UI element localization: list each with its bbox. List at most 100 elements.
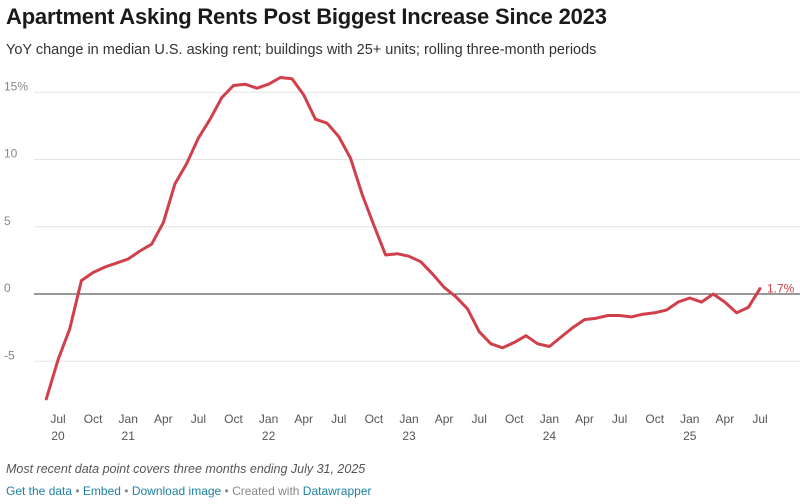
data-labels: 1.7% [767, 282, 795, 296]
data-point [209, 118, 212, 121]
data-point [302, 94, 305, 97]
data-point [361, 193, 364, 196]
data-point [536, 342, 539, 345]
chart-note: Most recent data point covers three mont… [6, 462, 366, 476]
data-point [724, 301, 727, 304]
x-tick-year-label: 22 [262, 429, 276, 443]
y-tick-label: 15% [4, 79, 28, 93]
data-point [571, 326, 574, 329]
data-point [431, 272, 434, 275]
data-point [244, 83, 247, 86]
data-point [314, 118, 317, 121]
data-point [759, 287, 762, 290]
y-tick-label: 5 [4, 214, 11, 228]
data-point [548, 345, 551, 348]
x-tick-label: Oct [224, 412, 243, 426]
data-point [139, 250, 142, 253]
footer-created-with: • Created with [221, 484, 303, 498]
x-tick-label: Jan [540, 412, 559, 426]
x-tick-label: Apr [716, 412, 735, 426]
data-point [490, 342, 493, 345]
data-point [653, 311, 656, 314]
data-point [349, 157, 352, 160]
data-point [150, 243, 153, 246]
x-tick-label: Jan [259, 412, 278, 426]
data-point [712, 293, 715, 296]
datawrapper-link[interactable]: Datawrapper [302, 484, 372, 498]
data-point [174, 182, 177, 185]
data-point [115, 262, 118, 265]
series-layer [44, 76, 762, 401]
footer-separator: • [72, 484, 83, 498]
data-point [80, 279, 83, 282]
end-value-label: 1.7% [767, 282, 795, 296]
data-point [256, 87, 259, 90]
data-point [57, 359, 60, 362]
x-tick-label: Jul [191, 412, 206, 426]
data-point [501, 346, 504, 349]
x-tick-label: Jul [612, 412, 627, 426]
data-point [127, 258, 130, 261]
data-point [618, 314, 621, 317]
data-point [665, 309, 668, 312]
data-point [279, 76, 282, 79]
data-point [68, 328, 71, 331]
chart-footer: Get the data • Embed • Download image • … [6, 484, 372, 498]
y-tick-label: -5 [4, 348, 15, 362]
data-point [326, 122, 329, 125]
data-point [478, 330, 481, 333]
gridlines [34, 91, 800, 362]
x-tick-year-label: 21 [122, 429, 136, 443]
data-point [103, 266, 106, 269]
x-tick-year-label: 20 [51, 429, 65, 443]
x-tick-label: Jul [331, 412, 346, 426]
x-tick-year-label: 25 [683, 429, 697, 443]
data-point [454, 295, 457, 298]
chart-subtitle: YoY change in median U.S. asking rent; b… [6, 42, 597, 58]
data-point [45, 398, 48, 401]
data-point [384, 254, 387, 257]
data-point [92, 271, 95, 274]
data-point [267, 83, 270, 86]
data-point [583, 318, 586, 321]
x-tick-label: Jan [680, 412, 699, 426]
x-axis-ticks: Jul 20 Oct Jan 21 Apr Jul Oct Jan 22 Apr Jul Oct Jan 2… [50, 412, 767, 443]
x-tick-label: Jul [50, 412, 65, 426]
data-point [162, 221, 165, 224]
x-tick-label: Apr [435, 412, 454, 426]
data-point [642, 313, 645, 316]
data-point [735, 311, 738, 314]
data-point [443, 286, 446, 289]
data-point [525, 334, 528, 337]
x-tick-label: Apr [575, 412, 594, 426]
data-point [291, 77, 294, 80]
x-tick-label: Apr [294, 412, 313, 426]
get-data-link[interactable]: Get the data [6, 484, 73, 498]
data-point [700, 301, 703, 304]
x-tick-label: Jan [119, 412, 138, 426]
data-point [688, 297, 691, 300]
x-tick-label: Jul [472, 412, 487, 426]
data-point [197, 137, 200, 140]
x-tick-label: Oct [645, 412, 664, 426]
x-tick-label: Oct [505, 412, 524, 426]
x-tick-label: Oct [84, 412, 103, 426]
series-line [44, 76, 762, 401]
embed-link[interactable]: Embed [82, 484, 121, 498]
data-point [630, 315, 633, 318]
x-tick-label: Jul [752, 412, 767, 426]
data-point [220, 96, 223, 99]
y-tick-label: 10 [4, 147, 18, 161]
download-image-link[interactable]: Download image [131, 484, 222, 498]
data-point [419, 260, 422, 263]
y-axis-ticks: 15% 10 5 0 -5 [4, 79, 28, 362]
line-chart: 15% 10 5 0 -5 Jul 20 Oct Jan 21 Apr Jul Oct Jan 22 Apr… [4, 76, 800, 443]
data-point [466, 307, 469, 310]
data-point [513, 341, 516, 344]
x-tick-label: Oct [365, 412, 384, 426]
y-tick-label: 0 [4, 281, 11, 295]
data-point [373, 224, 376, 227]
chart-title: Apartment Asking Rents Post Biggest Incr… [6, 4, 607, 29]
data-point [677, 301, 680, 304]
x-tick-year-label: 23 [402, 429, 416, 443]
